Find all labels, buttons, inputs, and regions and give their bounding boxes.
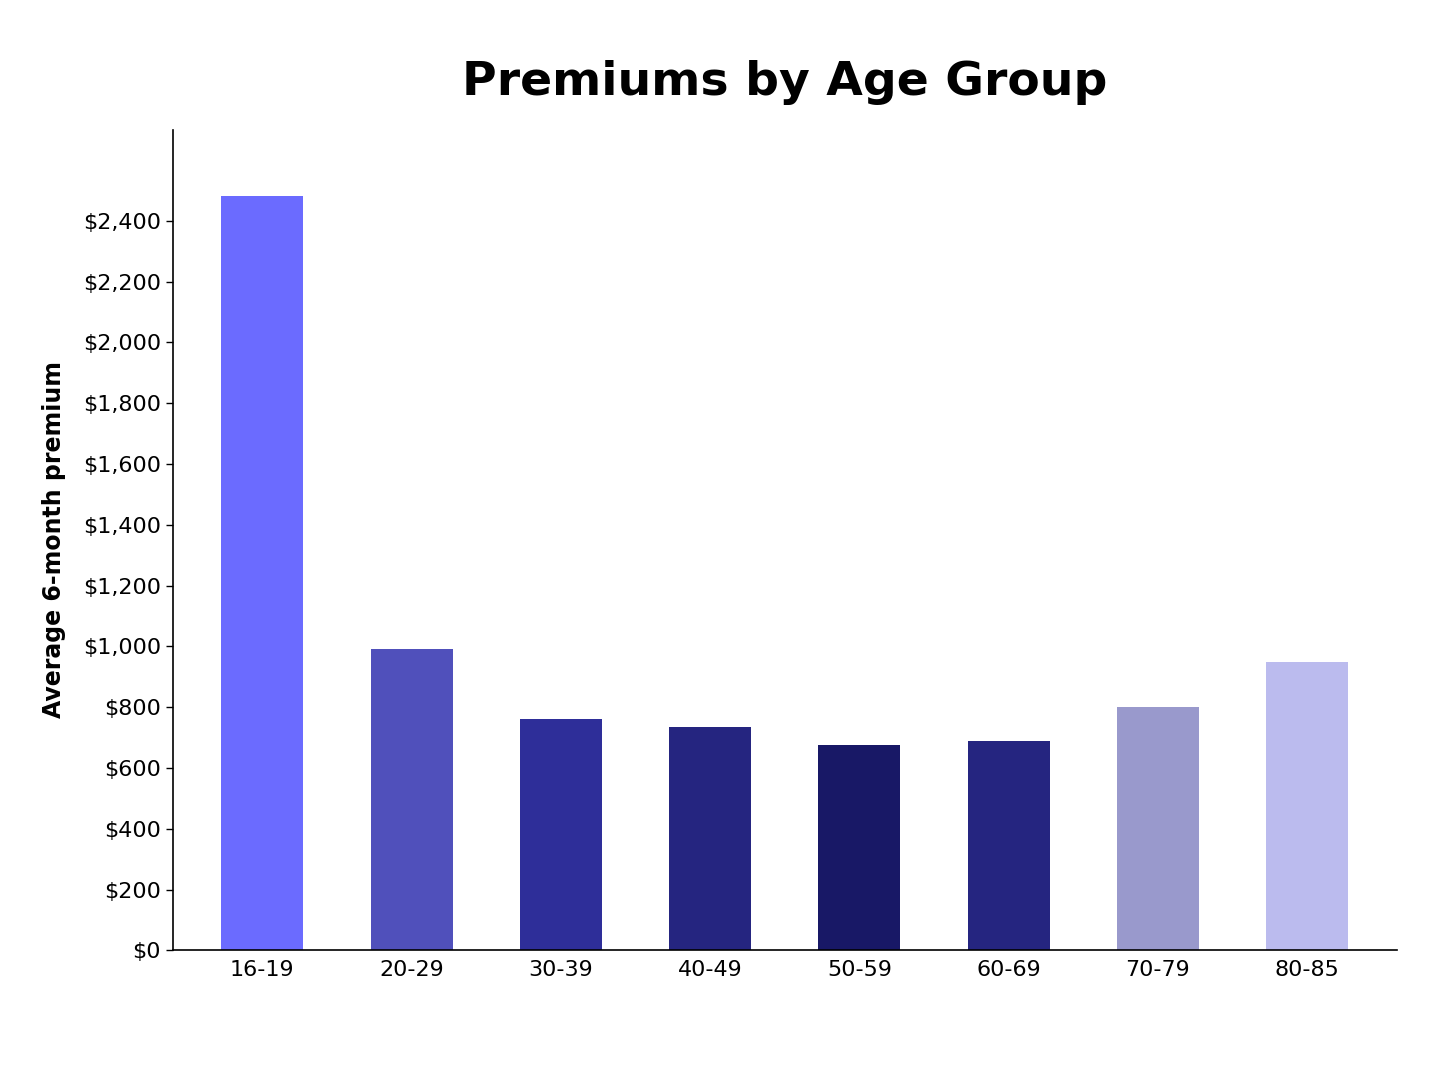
Bar [968, 741, 1050, 950]
Bar [1266, 662, 1348, 950]
Bar [520, 719, 602, 950]
Bar [1117, 707, 1200, 950]
Bar [370, 649, 452, 950]
Bar [818, 745, 900, 950]
Bar [222, 197, 304, 950]
Bar [670, 727, 752, 950]
Y-axis label: Average 6-month premium: Average 6-month premium [42, 362, 66, 718]
Title: Premiums by Age Group: Premiums by Age Group [462, 59, 1107, 105]
